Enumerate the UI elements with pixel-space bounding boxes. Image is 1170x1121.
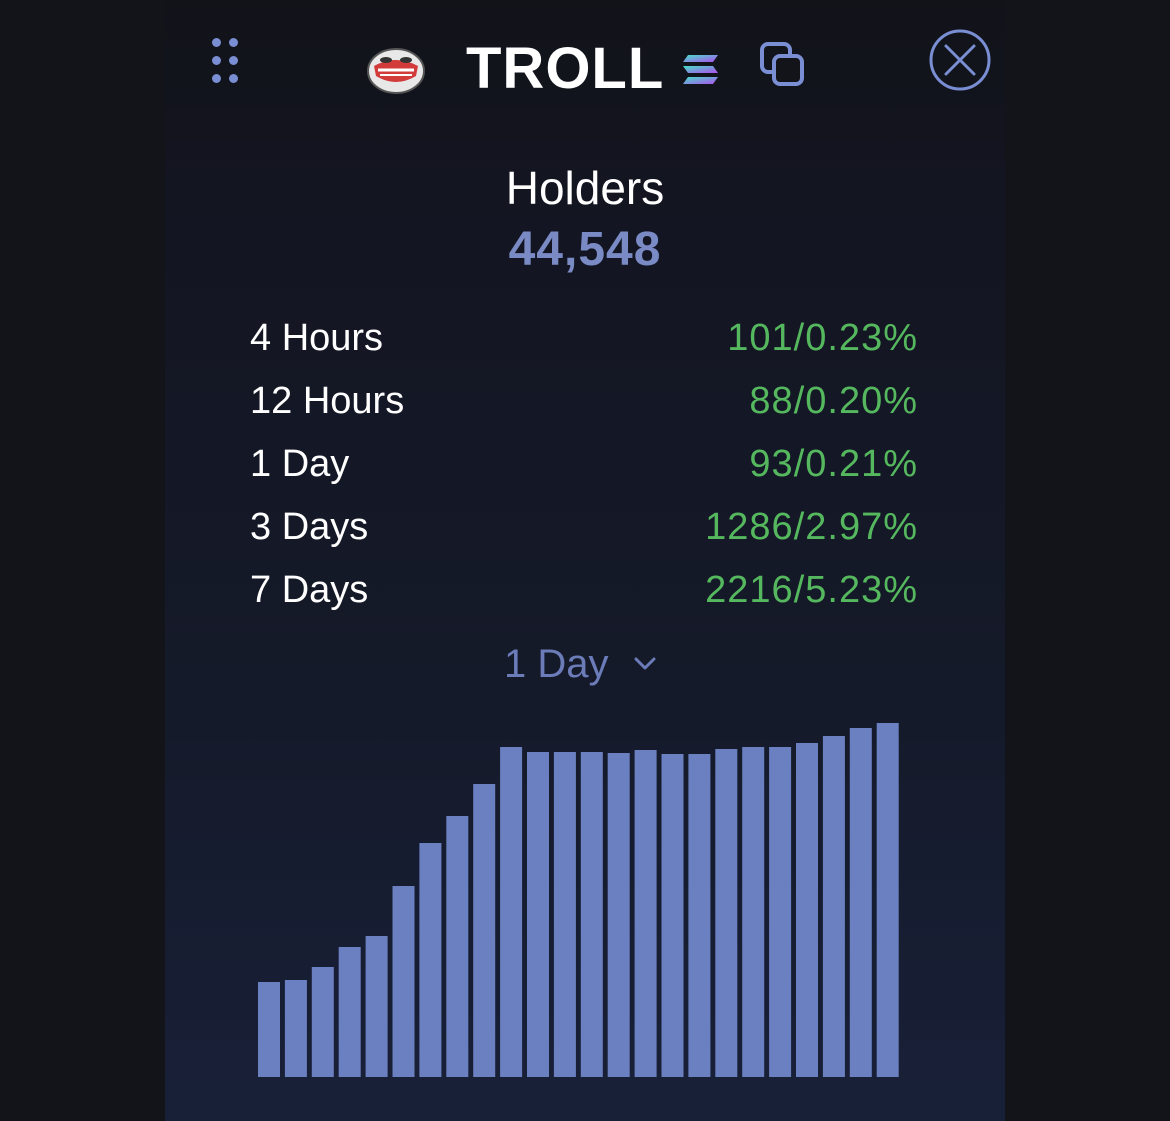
close-icon[interactable] [928, 28, 992, 92]
stat-value: 1286/2.97% [705, 506, 918, 548]
copy-icon[interactable] [758, 40, 808, 90]
stat-label: 12 Hours [250, 380, 405, 422]
solana-icon [683, 55, 718, 84]
holders-count: 44,548 [508, 223, 662, 276]
period-dropdown[interactable]: 1 Day [500, 636, 670, 692]
chevron-down-icon [634, 657, 656, 670]
stat-value: 2216/5.23% [705, 569, 918, 611]
holders-title: Holders [505, 162, 665, 214]
troll-face-logo [367, 48, 425, 94]
stat-value: 93/0.21% [749, 443, 918, 485]
stat-row-4-hours: 4 Hours 101/0.23% [250, 313, 918, 363]
stat-row-12-hours: 12 Hours 88/0.20% [250, 376, 918, 426]
stat-value: 88/0.20% [749, 380, 918, 422]
stat-value: 101/0.23% [727, 317, 918, 359]
stat-label: 4 Hours [250, 317, 384, 359]
token-symbol: TROLL [466, 36, 665, 101]
stat-row-3-days: 3 Days 1286/2.97% [250, 502, 918, 552]
period-dropdown-label: 1 Day [504, 642, 609, 686]
stat-row-7-days: 7 Days 2216/5.23% [250, 565, 918, 615]
stat-row-1-day: 1 Day 93/0.21% [250, 439, 918, 489]
stat-label: 3 Days [250, 506, 369, 548]
drag-handle-icon[interactable] [208, 36, 244, 86]
stat-label: 7 Days [250, 569, 369, 611]
stat-label: 1 Day [250, 443, 350, 485]
